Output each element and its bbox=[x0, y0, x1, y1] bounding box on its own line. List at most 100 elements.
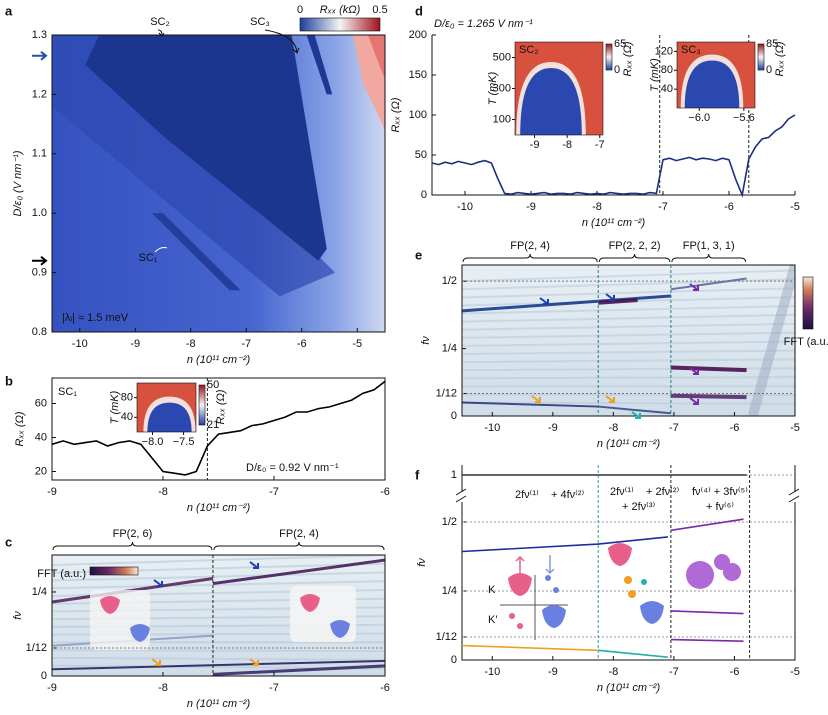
arrow bbox=[249, 658, 259, 666]
inset-colorbar-label: Rₓₓ (Ω) bbox=[215, 389, 227, 424]
inset-y-tick-label: 80 bbox=[121, 392, 133, 404]
d-marker bbox=[32, 255, 48, 266]
arrow bbox=[153, 579, 163, 587]
y-tick-label: 1/4 bbox=[442, 342, 457, 354]
x-tick-label: -6 bbox=[380, 486, 390, 498]
x-axis-label: n (10¹¹ cm⁻²) bbox=[597, 682, 661, 694]
valley-dot bbox=[509, 613, 515, 619]
arrow bbox=[545, 555, 555, 575]
bracket-label: FP(2, 4) bbox=[279, 528, 319, 540]
panel-letter: e bbox=[415, 247, 422, 262]
annotation: D/ε₀ = 1.265 V nm⁻¹ bbox=[434, 18, 533, 30]
y-tick-label: 1/2 bbox=[442, 275, 457, 287]
x-tick-label: -9 bbox=[548, 422, 558, 434]
y-tick-label: 1/12 bbox=[436, 631, 457, 643]
y-tick-label: 1.3 bbox=[32, 29, 47, 41]
inset-label: SC₃ bbox=[681, 44, 701, 56]
formula-term: 2fν⁽¹⁾ bbox=[610, 486, 634, 498]
blob bbox=[686, 561, 714, 589]
fft-stripe bbox=[52, 571, 385, 582]
inset-y-label: T (mK) bbox=[109, 390, 121, 424]
inset-x-tick-label: -9 bbox=[530, 139, 540, 151]
inset-dome bbox=[520, 68, 582, 135]
x-tick-label: -9 bbox=[548, 666, 558, 678]
y-tick-label: 0 bbox=[451, 410, 457, 422]
annotation: SC₃ bbox=[250, 16, 270, 28]
data-line bbox=[461, 644, 599, 652]
arrow bbox=[605, 293, 615, 301]
colorbar-label: FFT (a.u.) bbox=[784, 336, 828, 348]
x-tick-label: -10 bbox=[72, 338, 88, 350]
y-tick-label: 150 bbox=[409, 69, 427, 81]
fft-stripe bbox=[212, 558, 385, 586]
valley-icon bbox=[640, 601, 664, 624]
y-tick-label: 20 bbox=[35, 465, 47, 477]
bracket-label: FP(2, 2, 2) bbox=[609, 240, 661, 252]
inset-x-tick-label: −8.0 bbox=[142, 436, 164, 448]
fft-stripe bbox=[462, 401, 599, 408]
colorbar bbox=[89, 566, 139, 576]
y-tick-label: 1/4 bbox=[32, 586, 47, 598]
y-tick-label: 1/12 bbox=[26, 642, 47, 654]
formula-term: + 4fν⁽²⁾ bbox=[551, 489, 585, 501]
valley-dot bbox=[553, 587, 559, 593]
fft-stripe bbox=[52, 580, 385, 590]
x-axis-label: n (10¹¹ cm⁻²) bbox=[187, 502, 251, 514]
fft-stripe bbox=[670, 365, 747, 373]
annotation: SC₂ bbox=[150, 16, 170, 28]
y-axis-label: fν bbox=[416, 558, 428, 567]
fft-stripe bbox=[52, 555, 385, 567]
plot-frame bbox=[461, 264, 796, 417]
valley-icon bbox=[508, 573, 532, 596]
heatmap bbox=[52, 555, 385, 676]
arrow bbox=[531, 395, 541, 403]
arrow bbox=[689, 283, 699, 291]
valley-dot bbox=[545, 575, 551, 581]
colorbar-tick-label: 85 bbox=[766, 38, 778, 50]
x-tick-label: -6 bbox=[730, 422, 740, 434]
colorbar-tick-label: 0.5 bbox=[372, 4, 387, 16]
formula-term: + fν⁽⁶⁾ bbox=[706, 501, 734, 513]
x-tick-label: -8 bbox=[158, 486, 168, 498]
y-tick-label: 1/4 bbox=[442, 585, 457, 597]
x-tick-label: -8 bbox=[608, 422, 618, 434]
data-line bbox=[598, 649, 668, 658]
inset-y-tick-label: 120 bbox=[655, 45, 673, 57]
icon-axes bbox=[500, 575, 568, 640]
y-tick-label: 0 bbox=[421, 189, 427, 201]
valley-icon bbox=[300, 594, 320, 612]
y-tick-label: 100 bbox=[409, 109, 427, 121]
inset-colorbar-label: Rₓₓ (Ω) bbox=[774, 41, 786, 76]
inset-label: SC₂ bbox=[519, 44, 539, 56]
arrow bbox=[249, 561, 259, 569]
fft-stripe bbox=[462, 340, 795, 347]
formula-term: 2fν⁽¹⁾ bbox=[515, 489, 539, 501]
valley-icon bbox=[608, 543, 632, 566]
heatmap bbox=[462, 265, 795, 416]
data-line bbox=[670, 610, 744, 615]
panel-letter: b bbox=[5, 373, 13, 388]
inset-frame bbox=[676, 41, 756, 109]
y-axis-label: D/ε₀ (V nm⁻¹) bbox=[12, 150, 24, 216]
inset-dome bbox=[684, 60, 740, 108]
region bbox=[151, 213, 241, 291]
valley-icon bbox=[542, 605, 566, 628]
x-tick-label: -9 bbox=[130, 338, 140, 350]
axes bbox=[461, 465, 796, 661]
x-tick-label: -7 bbox=[269, 682, 279, 694]
x-tick-label: -10 bbox=[457, 201, 473, 213]
arrow bbox=[689, 397, 699, 405]
bracket bbox=[213, 541, 385, 551]
fft-stripe bbox=[670, 277, 747, 291]
fft-stripe bbox=[462, 358, 795, 364]
x-tick-label: -5 bbox=[790, 201, 800, 213]
data-line bbox=[51, 380, 386, 476]
plot-frame bbox=[51, 377, 386, 481]
x-tick-label: -8 bbox=[158, 682, 168, 694]
fft-stripe bbox=[52, 656, 385, 661]
fft-stripe bbox=[670, 393, 747, 400]
colorbar-tick-label: 0 bbox=[614, 64, 620, 76]
y-tick-label: 0 bbox=[451, 654, 457, 666]
region bbox=[85, 35, 327, 261]
inset-dome bbox=[147, 402, 192, 432]
